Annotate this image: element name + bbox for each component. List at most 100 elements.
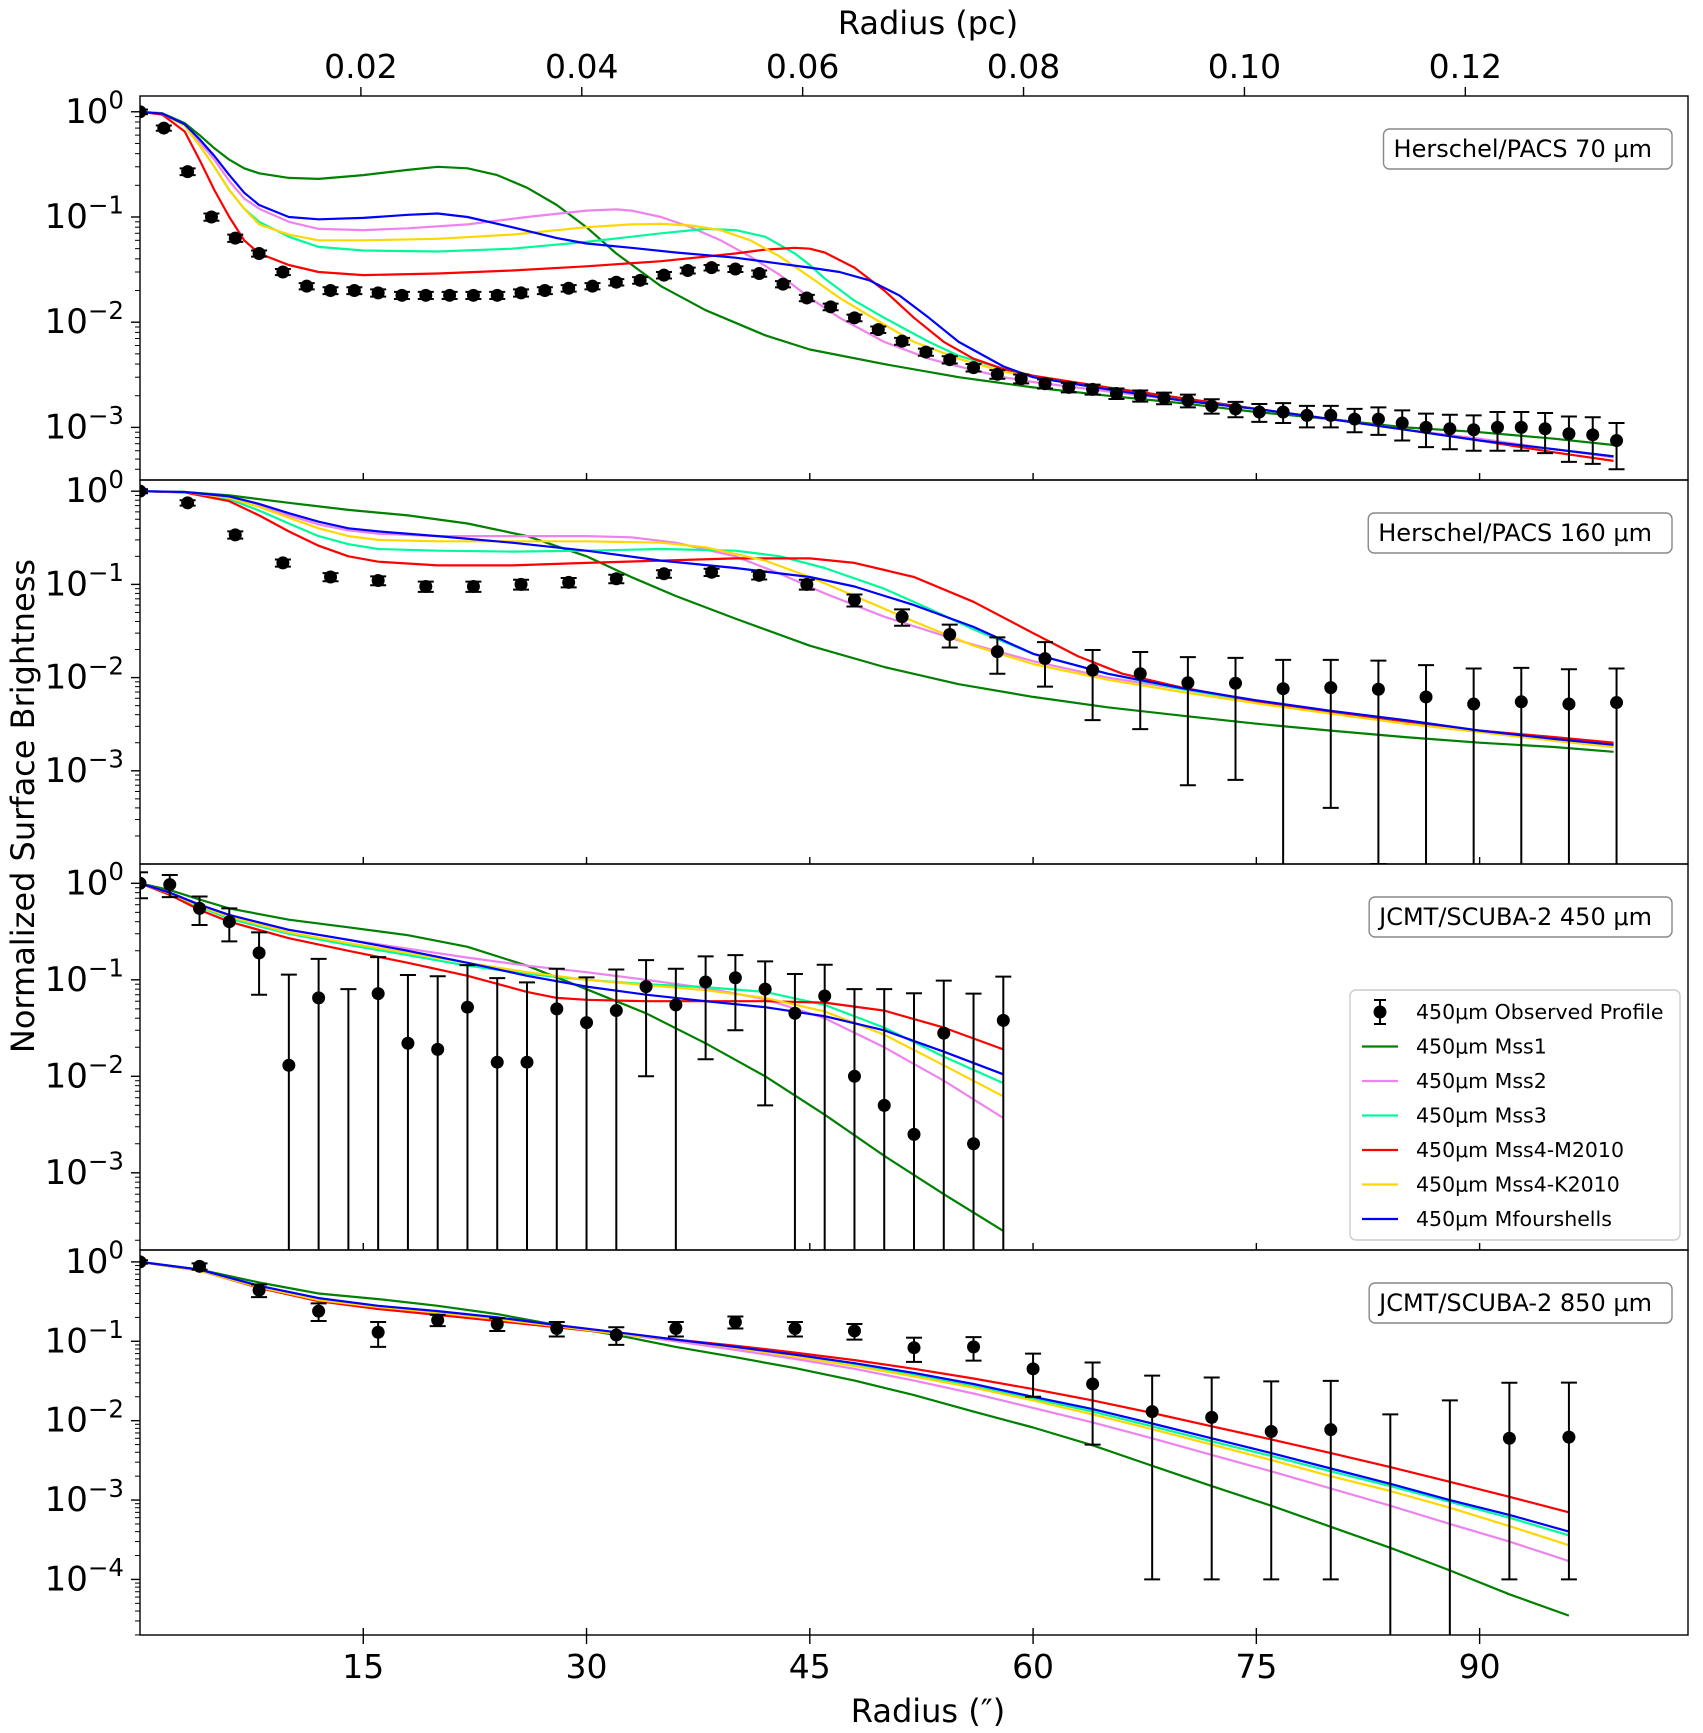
observed-point xyxy=(818,989,832,1003)
observed-point xyxy=(1086,1377,1100,1391)
observed-point xyxy=(431,1042,445,1056)
observed-point xyxy=(1395,416,1409,430)
observed-point xyxy=(669,1321,683,1335)
observed-point xyxy=(728,971,742,985)
observed-point xyxy=(193,901,207,915)
legend-label: 450μm Mss4-M2010 xyxy=(1416,1138,1624,1162)
observed-point xyxy=(514,286,528,300)
y-tick-label: 10−3 xyxy=(45,1474,124,1520)
observed-point xyxy=(419,579,433,593)
observed-point xyxy=(371,286,385,300)
top-tick-label: 0.12 xyxy=(1429,47,1502,86)
observed-point xyxy=(193,1259,207,1273)
y-tick-label: 10−4 xyxy=(45,1553,124,1599)
observed-point xyxy=(943,353,957,367)
observed-point xyxy=(609,1004,623,1018)
observed-point xyxy=(895,610,909,624)
observed-point xyxy=(1276,405,1290,419)
observed-point xyxy=(728,262,742,276)
observed-point xyxy=(514,577,528,591)
observed-point xyxy=(919,345,933,359)
observed-point xyxy=(371,1325,385,1339)
x-tick-label: 90 xyxy=(1459,1647,1501,1686)
observed-point xyxy=(252,946,266,960)
plot-area xyxy=(140,1255,1577,1635)
observed-point xyxy=(1205,1410,1219,1424)
observed-point xyxy=(776,277,790,291)
plot-area xyxy=(140,871,1012,1250)
observed-point xyxy=(996,1013,1010,1027)
observed-point xyxy=(943,627,957,641)
observed-point xyxy=(752,568,766,582)
observed-point xyxy=(1586,428,1600,442)
observed-point xyxy=(990,645,1004,659)
observed-point xyxy=(824,300,838,314)
x-tick-label: 15 xyxy=(342,1647,384,1686)
top-tick-label: 0.04 xyxy=(545,47,618,86)
y-tick-label: 10−3 xyxy=(45,401,124,447)
observed-point xyxy=(466,579,480,593)
observed-point xyxy=(163,878,177,892)
observed-point xyxy=(800,291,814,305)
observed-point xyxy=(181,496,195,510)
observed-point xyxy=(1086,663,1100,677)
observed-point xyxy=(443,288,457,302)
observed-point xyxy=(419,288,433,302)
observed-point xyxy=(312,1304,326,1318)
observed-point xyxy=(228,528,242,542)
observed-point xyxy=(1371,412,1385,426)
x-tick-label: 60 xyxy=(1012,1647,1054,1686)
observed-point xyxy=(460,1000,474,1014)
observed-point xyxy=(585,279,599,293)
observed-point xyxy=(324,284,338,298)
panel-title: Herschel/PACS 70 μm xyxy=(1382,128,1673,170)
observed-point xyxy=(401,1036,415,1050)
observed-point xyxy=(538,284,552,298)
panel-title: JCMT/SCUBA-2 450 μm xyxy=(1368,896,1673,938)
legend-box xyxy=(1349,989,1681,1241)
observed-point xyxy=(788,1321,802,1335)
y-tick-label: 10−2 xyxy=(45,651,124,697)
y-tick-label: 100 xyxy=(65,857,124,903)
observed-point xyxy=(276,556,290,570)
observed-point xyxy=(657,567,671,581)
panel-title: Herschel/PACS 160 μm xyxy=(1367,512,1673,554)
model-line-mfourshells xyxy=(140,1260,1570,1533)
observed-point xyxy=(550,1321,564,1335)
observed-point xyxy=(669,998,683,1012)
observed-point xyxy=(1419,420,1433,434)
y-tick-label: 10−1 xyxy=(45,954,124,1000)
panel-title-box xyxy=(1368,896,1673,938)
observed-point xyxy=(967,1137,981,1151)
observed-point xyxy=(752,267,766,281)
observed-point xyxy=(1109,386,1123,400)
observed-point xyxy=(1467,697,1481,711)
observed-point xyxy=(681,263,695,277)
panel-4: 100 10−1 10−2 10−3 10−4 JCMT/SCUBA-2 850 μm xyxy=(45,1236,1689,1636)
observed-point xyxy=(1264,1425,1278,1439)
observed-point xyxy=(204,210,218,224)
observed-point xyxy=(1086,382,1100,396)
observed-point xyxy=(1610,434,1624,448)
observed-point xyxy=(228,231,242,245)
observed-point xyxy=(1026,1362,1040,1376)
plot-area xyxy=(140,105,1625,471)
observed-point xyxy=(705,261,719,275)
observed-point xyxy=(1229,402,1243,416)
observed-point xyxy=(1276,682,1290,696)
top-axis-label: Radius (pc) xyxy=(838,4,1018,42)
observed-point xyxy=(222,915,236,929)
legend-label: 450μm Mss2 xyxy=(1416,1069,1547,1093)
observed-point xyxy=(847,311,861,325)
observed-point xyxy=(1514,695,1528,709)
panel-title-text: JCMT/SCUBA-2 450 μm xyxy=(1377,903,1652,931)
observed-point xyxy=(431,1313,445,1327)
y-tick-label: 100 xyxy=(65,465,124,511)
observed-point xyxy=(871,323,885,337)
y-tick-label: 10−3 xyxy=(45,745,124,791)
panel-1: 100 10−1 10−2 10−3 Herschel/PACS 70 μm xyxy=(45,86,1689,481)
observed-point xyxy=(324,570,338,584)
top-tick-label: 0.08 xyxy=(987,47,1060,86)
observed-point xyxy=(895,334,909,348)
